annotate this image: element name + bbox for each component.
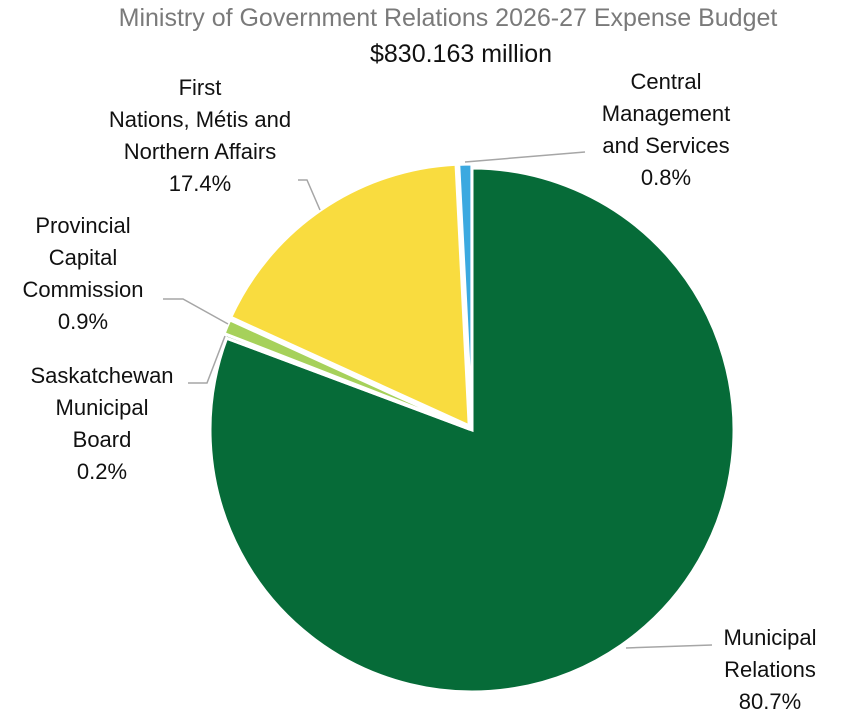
data-label-line: First bbox=[178, 75, 222, 100]
data-label-line: Northern Affairs bbox=[123, 139, 277, 164]
leader-line bbox=[464, 151, 586, 163]
data-label-line: Central bbox=[630, 69, 702, 94]
data-label-percent: 0.2% bbox=[76, 459, 128, 484]
leader-line bbox=[163, 298, 229, 325]
label-central-management-services: Central Management and Services 0.8% bbox=[586, 66, 746, 194]
data-label-line: Capital bbox=[48, 245, 118, 270]
data-label-line: Saskatchewan bbox=[30, 363, 174, 388]
leader-line bbox=[625, 644, 713, 649]
leader-lines bbox=[163, 151, 713, 649]
pie-slice-provincial-capital-commission bbox=[222, 317, 469, 430]
data-label-percent: 0.8% bbox=[640, 165, 692, 190]
pie-slice-first-nations-m-tis-and-northern-affairs bbox=[228, 162, 471, 429]
data-label-line: Relations bbox=[724, 657, 816, 682]
data-label-line: Board bbox=[72, 427, 132, 452]
data-label-line: Nations, Métis and bbox=[108, 107, 292, 132]
label-provincial-capital-commission: Provincial Capital Commission 0.9% bbox=[18, 210, 148, 338]
label-first-nations-metis-northern-affairs: First Nations, Métis and Northern Affairs 1… bbox=[88, 72, 312, 200]
leader-line bbox=[188, 335, 226, 384]
data-label-line: Municipal bbox=[55, 395, 149, 420]
label-municipal-relations: Municipal Relations 80.7% bbox=[700, 622, 840, 718]
leader-line bbox=[298, 179, 321, 211]
data-label-percent: 0.9% bbox=[57, 309, 109, 334]
data-label-line: Commission bbox=[22, 277, 144, 302]
data-label-percent: 80.7% bbox=[738, 689, 802, 714]
label-saskatchewan-municipal-board: Saskatchewan Municipal Board 0.2% bbox=[14, 360, 190, 488]
pie-slice-central-management-and-services bbox=[457, 162, 474, 427]
data-label-line: Management bbox=[601, 101, 731, 126]
data-label-line: Municipal bbox=[723, 625, 817, 650]
data-label-line: Provincial bbox=[35, 213, 131, 238]
pie-slice-municipal-relations bbox=[208, 166, 736, 694]
pie-slices bbox=[208, 162, 736, 694]
chart-title: Ministry of Government Relations 2026-27… bbox=[118, 4, 778, 32]
chart-subtitle: $830.163 million bbox=[370, 40, 553, 68]
data-label-line: and Services bbox=[602, 133, 730, 158]
data-label-percent: 17.4% bbox=[168, 171, 232, 196]
